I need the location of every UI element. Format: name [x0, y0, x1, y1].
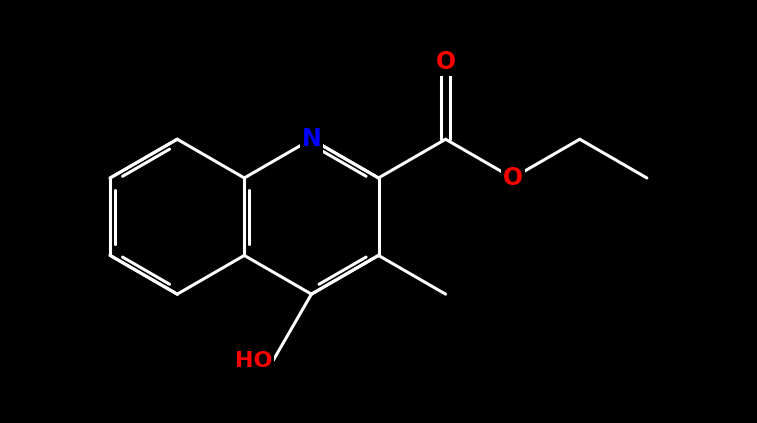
Text: N: N [301, 127, 321, 151]
Text: O: O [503, 166, 523, 190]
Text: HO: HO [235, 351, 273, 371]
Text: O: O [435, 50, 456, 74]
